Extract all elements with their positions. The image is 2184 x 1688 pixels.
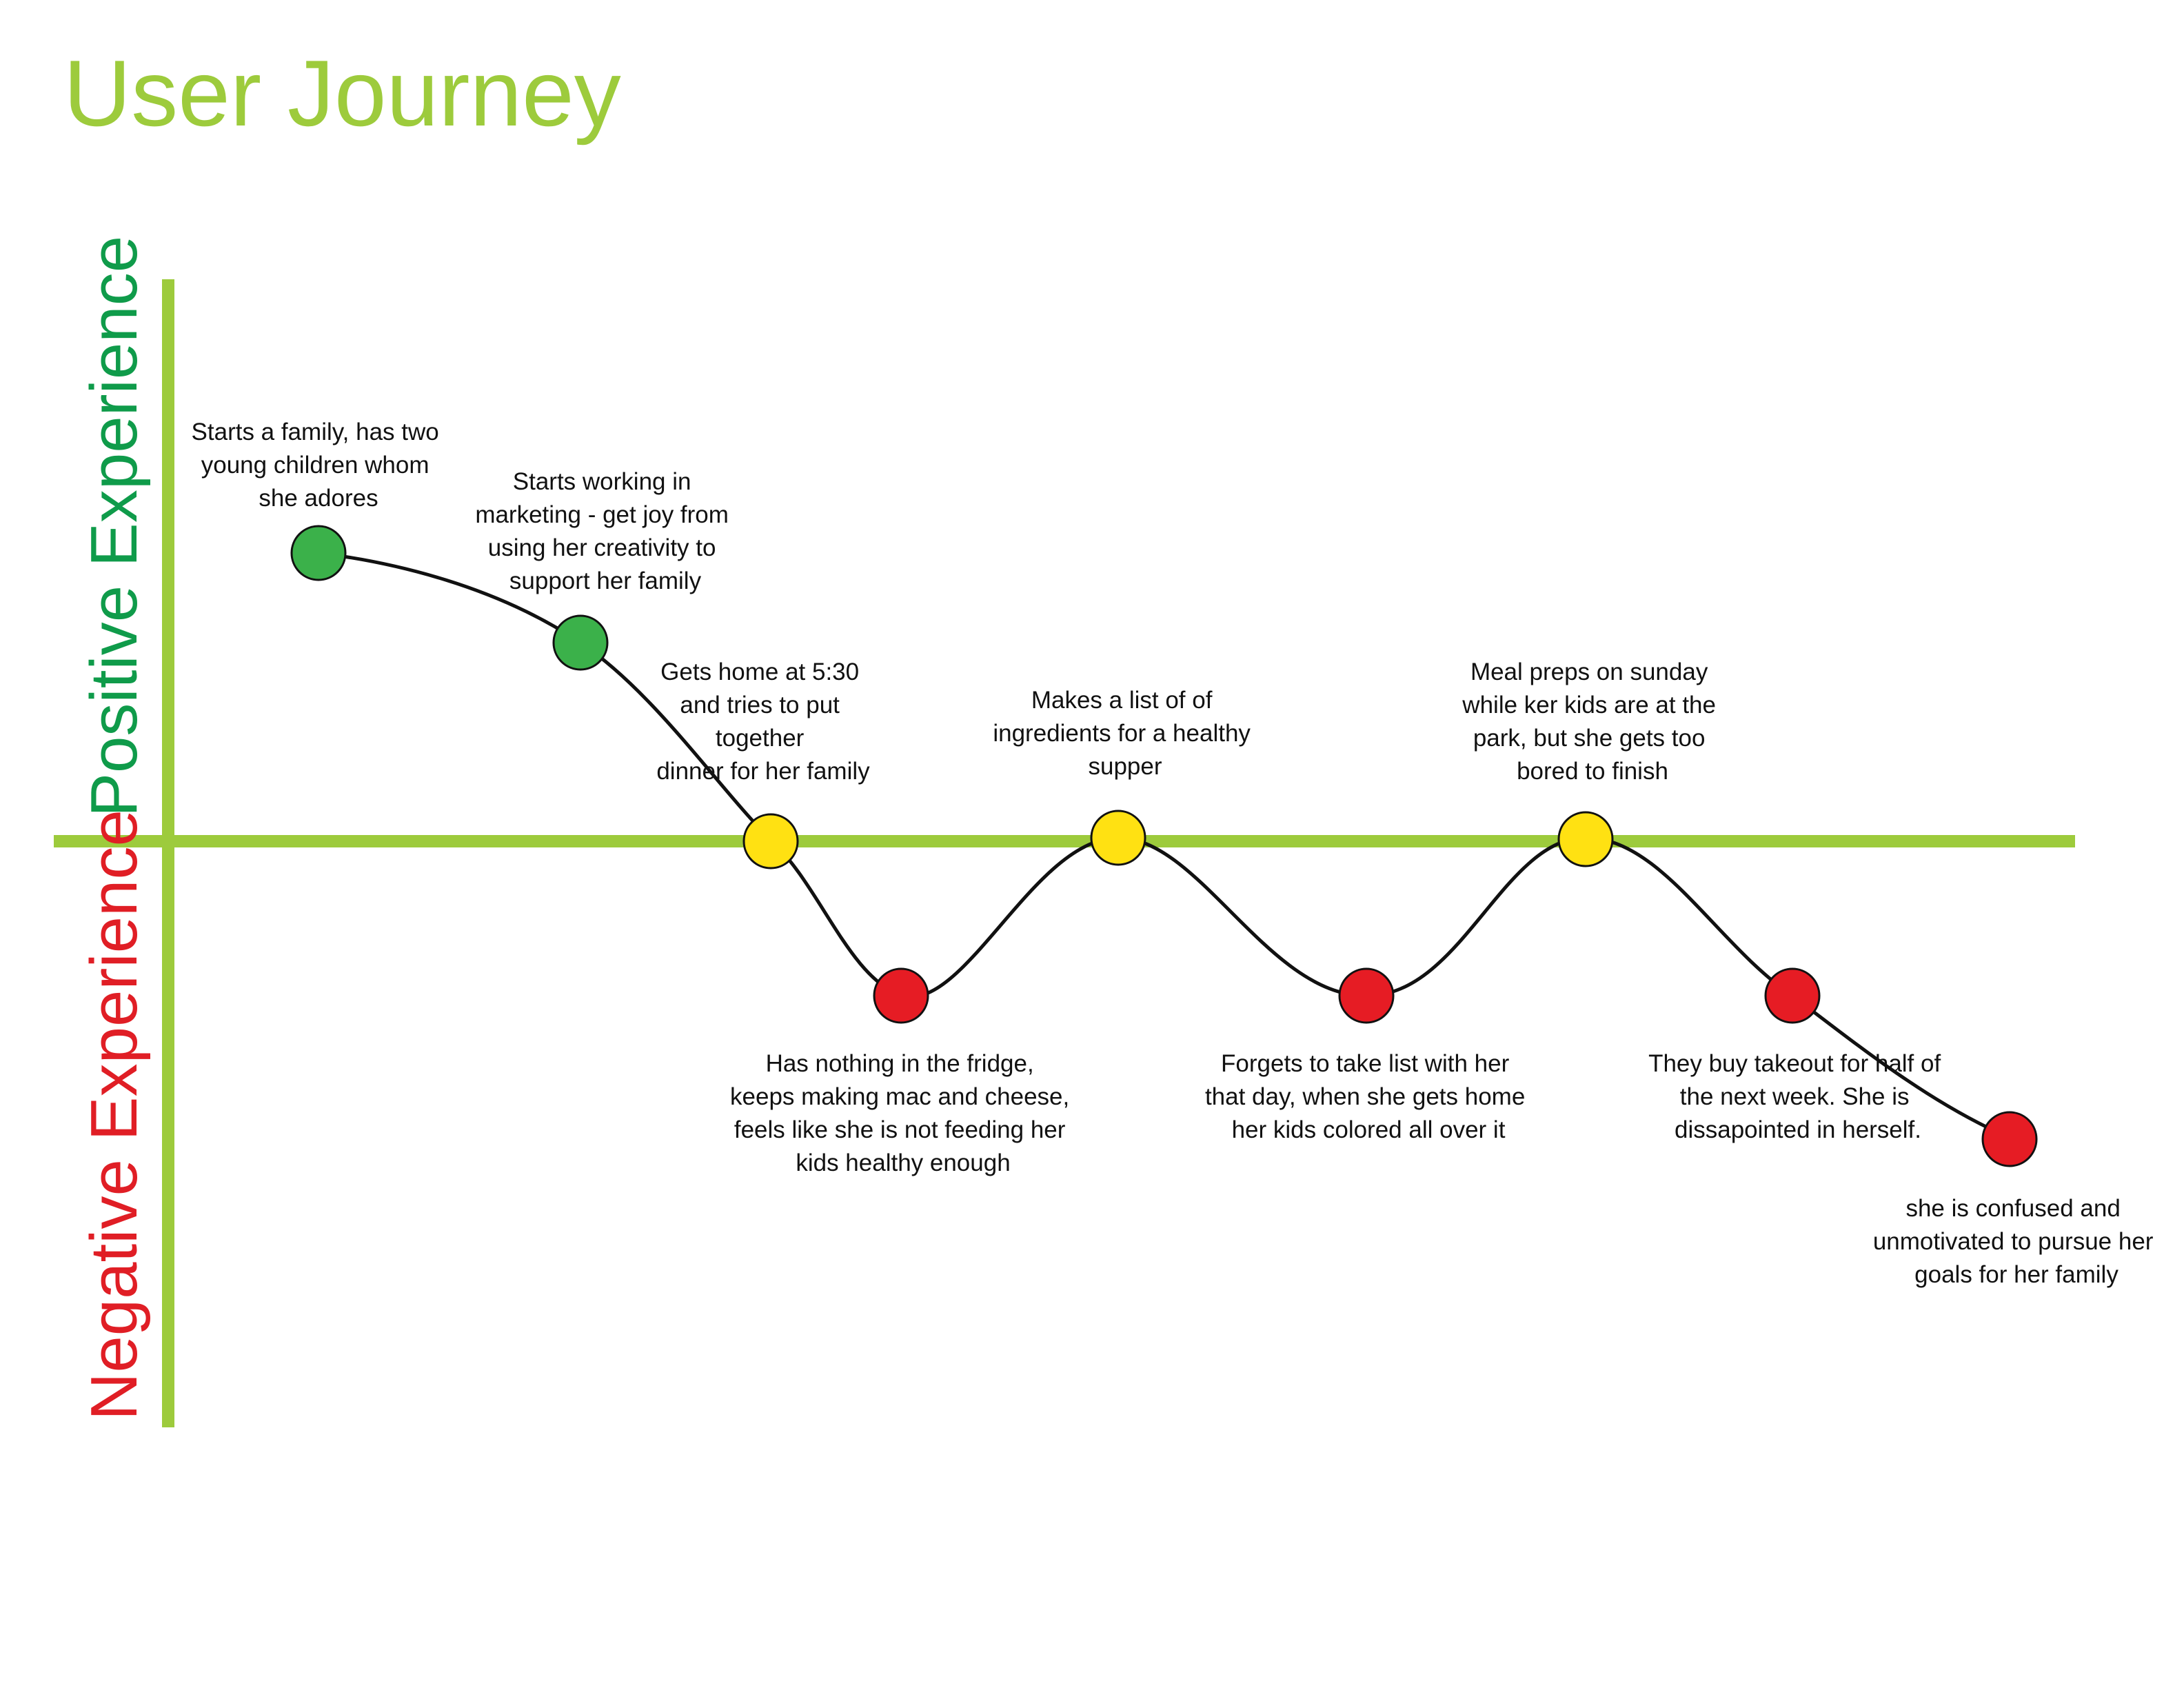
note-line: Starts working in (513, 468, 691, 495)
note-line: Makes a list of of (1031, 687, 1213, 714)
dot-gets-home[interactable] (742, 813, 799, 870)
dot-starts-working[interactable] (552, 614, 609, 671)
note-line: kids healthy enough (796, 1149, 1010, 1176)
positive-experience-label: Positive Experience (77, 236, 151, 817)
note-line: using her creativity to (488, 534, 716, 561)
note-nothing-in-fridge: Has nothing in the fridge, keeps making … (730, 1050, 1076, 1176)
dot-meal-preps[interactable] (1557, 811, 1614, 867)
note-line: she adores (259, 485, 378, 512)
note-confused: she is confused and unmotivated to pursu… (1873, 1195, 2160, 1288)
note-line: and tries to put (680, 692, 840, 719)
note-forgets-list: Forgets to take list with her that day, … (1205, 1050, 1532, 1143)
note-line: her kids colored all over it (1232, 1116, 1506, 1143)
journey-dots (290, 525, 2038, 1167)
note-line: she is confused and (1905, 1195, 2120, 1222)
note-line: dissapointed in herself. (1675, 1116, 1921, 1143)
note-makes-list: Makes a list of of ingredients for a hea… (993, 687, 1257, 780)
note-line: supper (1088, 753, 1162, 780)
note-line: feels like she is not feeding her (734, 1116, 1066, 1143)
journey-notes: Starts a family, has two young children … (192, 419, 2160, 1288)
note-line: young children whom (201, 452, 429, 479)
note-line: goals for her family (1914, 1261, 2119, 1288)
note-starts-working: Starts working in marketing - get joy fr… (475, 468, 735, 594)
note-line: Forgets to take list with her (1221, 1050, 1510, 1077)
negative-experience-label: Negative Experience (77, 810, 151, 1420)
note-line: Meal preps on sunday (1470, 659, 1708, 685)
dot-makes-list[interactable] (1090, 810, 1146, 866)
note-line: They buy takeout for half of (1648, 1050, 1941, 1077)
note-line: dinner for her family (656, 758, 870, 785)
note-line: that day, when she gets home (1205, 1083, 1525, 1110)
note-line: unmotivated to pursue her (1873, 1228, 2154, 1255)
note-line: ingredients for a healthy (993, 720, 1251, 747)
note-line: support her family (509, 567, 702, 594)
page-title: User Journey (63, 41, 621, 145)
note-line: marketing - get joy from (475, 501, 729, 528)
note-line: while ker kids are at the (1462, 692, 1716, 719)
note-line: Has nothing in the fridge, (766, 1050, 1034, 1077)
note-line: the next week. She is (1680, 1083, 1910, 1110)
dot-confused[interactable] (1981, 1111, 2038, 1167)
note-line: park, but she gets too (1473, 725, 1706, 752)
dot-forgets-list[interactable] (1338, 967, 1395, 1024)
note-line: keeps making mac and cheese, (730, 1083, 1069, 1110)
note-line: Starts a family, has two (192, 419, 439, 445)
note-line: Gets home at 5:30 (660, 659, 859, 685)
note-meal-preps: Meal preps on sunday while ker kids are … (1462, 659, 1722, 785)
dot-buys-takeout[interactable] (1764, 967, 1821, 1024)
note-start-family: Starts a family, has two young children … (192, 419, 446, 512)
note-line: together (716, 725, 805, 752)
dot-start-family[interactable] (290, 525, 347, 581)
dot-nothing-in-fridge[interactable] (873, 967, 929, 1024)
note-line: bored to finish (1517, 758, 1668, 785)
note-buys-takeout: They buy takeout for half of the next we… (1648, 1050, 1948, 1143)
note-gets-home: Gets home at 5:30 and tries to put toget… (656, 659, 870, 785)
